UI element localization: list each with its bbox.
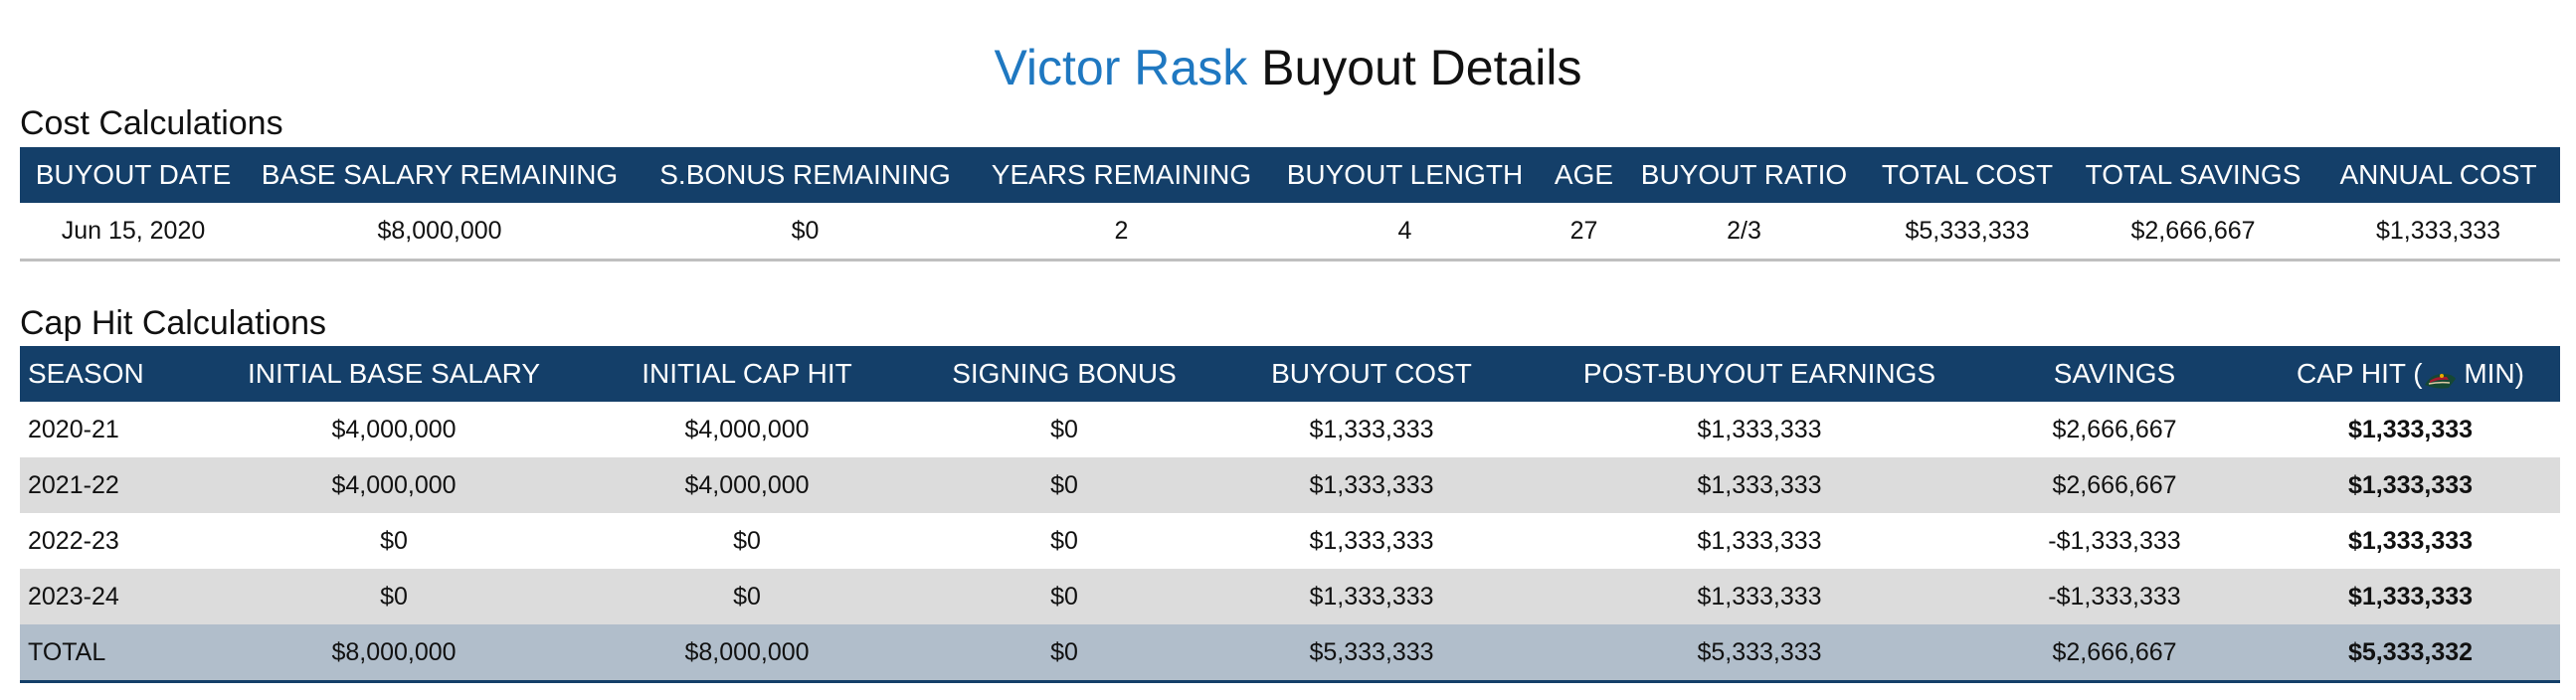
- column-header: BUYOUT LENGTH: [1265, 147, 1545, 203]
- table-cell: $5,333,333: [1551, 624, 1968, 683]
- table-row: 2022-23 $0 $0 $0 $1,333,333 $1,333,333 -$1,333…: [20, 513, 2560, 569]
- column-header-cap-hit: CAP HIT ( MIN): [2261, 346, 2560, 402]
- cost-calculations-table: BUYOUT DATE BASE SALARY REMAINING S.BONUS …: [20, 147, 2560, 262]
- table-cell: $8,000,000: [230, 624, 558, 683]
- column-header: S.BONUS REMAINING: [633, 147, 978, 203]
- table-row: Jun 15, 2020 $8,000,000 $0 2 4 27 2/3 $5,333,33…: [20, 203, 2560, 262]
- table-cell: $5,333,333: [1865, 203, 2070, 262]
- column-header: TOTAL COST: [1865, 147, 2070, 203]
- minnesota-wild-logo-icon: [2423, 366, 2457, 389]
- table-cell: $1,333,333: [1193, 569, 1551, 624]
- table-cell: $2,666,667: [1968, 457, 2261, 513]
- cap-hit-calculations-heading: Cap Hit Calculations: [20, 304, 327, 342]
- table-cell: $4,000,000: [230, 457, 558, 513]
- table-cell: $1,333,333: [2347, 415, 2474, 443]
- table-cell: $0: [936, 624, 1193, 683]
- table-cell: $0: [1050, 526, 1078, 555]
- cap-hit-label: MIN): [2456, 358, 2524, 389]
- table-cell: $2,666,667: [2052, 415, 2177, 443]
- table-header-row: BUYOUT DATE BASE SALARY REMAINING S.BONUS …: [20, 147, 2560, 203]
- table-cell: $0: [936, 457, 1193, 513]
- total-row: TOTAL $8,000,000 $8,000,000 $0 $5,333,333 $5,…: [20, 624, 2560, 683]
- column-header: SAVINGS: [1968, 346, 2261, 402]
- column-header: ANNUAL COST: [2316, 147, 2560, 203]
- column-header: POST-BUYOUT EARNINGS: [1551, 346, 1968, 402]
- table-cell: $0: [633, 203, 978, 262]
- table-cell: $0: [733, 526, 761, 555]
- table-cell: $1,333,333: [2261, 457, 2560, 513]
- column-header: BUYOUT DATE: [20, 147, 247, 203]
- table-cell: 2021-22: [20, 457, 230, 513]
- table-cell: $1,333,333: [1193, 457, 1551, 513]
- table-cell: $1,333,333: [2316, 203, 2560, 262]
- table-cell: $1,333,333: [1697, 526, 1822, 555]
- table-cell: $2,666,667: [1968, 624, 2261, 683]
- table-cell: $1,333,333: [1697, 415, 1822, 443]
- table-cell: $1,333,333: [1551, 569, 1968, 624]
- cap-hit-label: CAP HIT (: [2297, 358, 2423, 389]
- table-cell: 2020-21: [28, 415, 119, 443]
- column-header: TOTAL SAVINGS: [2070, 147, 2316, 203]
- player-name-link[interactable]: Victor Rask: [994, 40, 1248, 95]
- cap-hit-calculations-table: SEASON INITIAL BASE SALARY INITIAL CAP HIT…: [20, 346, 2560, 683]
- column-header: SIGNING BONUS: [936, 346, 1193, 402]
- column-header: YEARS REMAINING: [978, 147, 1265, 203]
- table-cell: -$1,333,333: [2048, 526, 2181, 555]
- table-cell: $5,333,333: [1193, 624, 1551, 683]
- table-cell: $1,333,333: [1551, 457, 1968, 513]
- cost-calculations-heading: Cost Calculations: [20, 104, 283, 142]
- table-cell: $0: [380, 526, 408, 555]
- table-cell: 27: [1545, 203, 1623, 262]
- table-cell: $0: [230, 569, 558, 624]
- table-cell: 4: [1265, 203, 1545, 262]
- table-cell: $0: [558, 569, 936, 624]
- table-cell: $1,333,333: [2261, 569, 2560, 624]
- table-row: 2021-22 $4,000,000 $4,000,000 $0 $1,333,333 $…: [20, 457, 2560, 513]
- table-cell: Jun 15, 2020: [20, 203, 247, 262]
- page-title: Victor Rask Buyout Details: [0, 38, 2576, 97]
- title-rest: Buyout Details: [1261, 40, 1582, 95]
- column-header: BASE SALARY REMAINING: [247, 147, 633, 203]
- table-cell: TOTAL: [20, 624, 230, 683]
- column-header: BUYOUT RATIO: [1623, 147, 1865, 203]
- table-header-row: SEASON INITIAL BASE SALARY INITIAL CAP HIT…: [20, 346, 2560, 402]
- table-cell: 2: [978, 203, 1265, 262]
- table-cell: $4,000,000: [684, 415, 810, 443]
- table-cell: $4,000,000: [558, 457, 936, 513]
- table-cell: $0: [936, 569, 1193, 624]
- table-cell: $1,333,333: [1309, 415, 1434, 443]
- table-cell: $2,666,667: [2070, 203, 2316, 262]
- table-cell: $5,333,332: [2261, 624, 2560, 683]
- column-header: BUYOUT COST: [1193, 346, 1551, 402]
- column-header: INITIAL BASE SALARY: [230, 346, 558, 402]
- table-cell: $8,000,000: [558, 624, 936, 683]
- table-cell: $4,000,000: [331, 415, 457, 443]
- table-cell: $0: [1050, 415, 1078, 443]
- table-cell: $8,000,000: [247, 203, 633, 262]
- table-row: 2020-21 $4,000,000 $4,000,000 $0 $1,333,333 $…: [20, 402, 2560, 457]
- table-cell: -$1,333,333: [1968, 569, 2261, 624]
- table-cell: 2/3: [1623, 203, 1865, 262]
- column-header: INITIAL CAP HIT: [558, 346, 936, 402]
- table-cell: $1,333,333: [2347, 526, 2474, 555]
- table-row: 2023-24 $0 $0 $0 $1,333,333 $1,333,333 -$1,333…: [20, 569, 2560, 624]
- table-cell: $1,333,333: [1309, 526, 1434, 555]
- column-header: SEASON: [20, 346, 230, 402]
- table-cell: 2022-23: [28, 526, 119, 555]
- table-cell: 2023-24: [20, 569, 230, 624]
- column-header: AGE: [1545, 147, 1623, 203]
